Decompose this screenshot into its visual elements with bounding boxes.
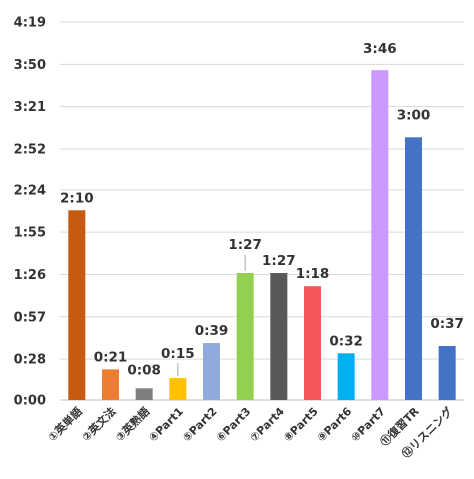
bar — [203, 343, 220, 400]
bar — [270, 273, 288, 400]
x-tick-label: ⑤Part2 — [180, 405, 219, 444]
data-label: 1:18 — [296, 266, 330, 282]
x-tick-label: ⑨Part6 — [315, 405, 355, 445]
bar — [304, 286, 321, 400]
bar — [438, 346, 456, 400]
y-tick-label: 0:28 — [14, 353, 46, 368]
bar — [371, 70, 389, 400]
y-tick-label: 4:19 — [14, 16, 46, 31]
data-label: 3:46 — [363, 41, 397, 57]
x-tick-label: ⑧Part5 — [281, 405, 320, 444]
data-label: 0:32 — [329, 333, 363, 349]
data-label: 1:27 — [228, 237, 262, 253]
data-label: 2:10 — [60, 190, 94, 206]
bar — [169, 378, 187, 400]
y-tick-label: 2:52 — [14, 142, 46, 157]
data-label: 3:00 — [397, 107, 431, 123]
x-tick-label: ②英文法 — [79, 404, 119, 444]
bar — [102, 369, 119, 400]
bar — [405, 137, 422, 400]
y-tick-label: 0:57 — [14, 310, 46, 325]
bar — [68, 210, 86, 400]
y-tick-label: 0:00 — [14, 394, 46, 409]
x-tick-label: ③英熟語 — [112, 404, 152, 444]
data-label: 0:37 — [430, 316, 464, 332]
y-tick-label: 1:55 — [14, 226, 46, 241]
y-tick-label: 2:24 — [14, 183, 46, 198]
y-tick-label: 3:21 — [14, 100, 46, 115]
x-tick-label: ①英単語 — [45, 404, 85, 444]
x-tick-label: ⑥Part3 — [214, 405, 253, 444]
bar — [135, 388, 153, 400]
x-tick-label: ⑦Part4 — [247, 405, 287, 445]
data-label: 0:21 — [94, 349, 128, 365]
data-label: 0:15 — [161, 346, 195, 362]
data-label: 0:39 — [195, 323, 229, 339]
y-tick-label: 3:50 — [14, 58, 46, 73]
data-label: 1:27 — [262, 253, 296, 269]
bar — [337, 353, 355, 400]
x-tick-label: ④Part1 — [146, 405, 185, 444]
bar — [236, 273, 254, 400]
y-tick-label: 1:26 — [14, 268, 46, 283]
data-label: 0:08 — [127, 362, 161, 378]
